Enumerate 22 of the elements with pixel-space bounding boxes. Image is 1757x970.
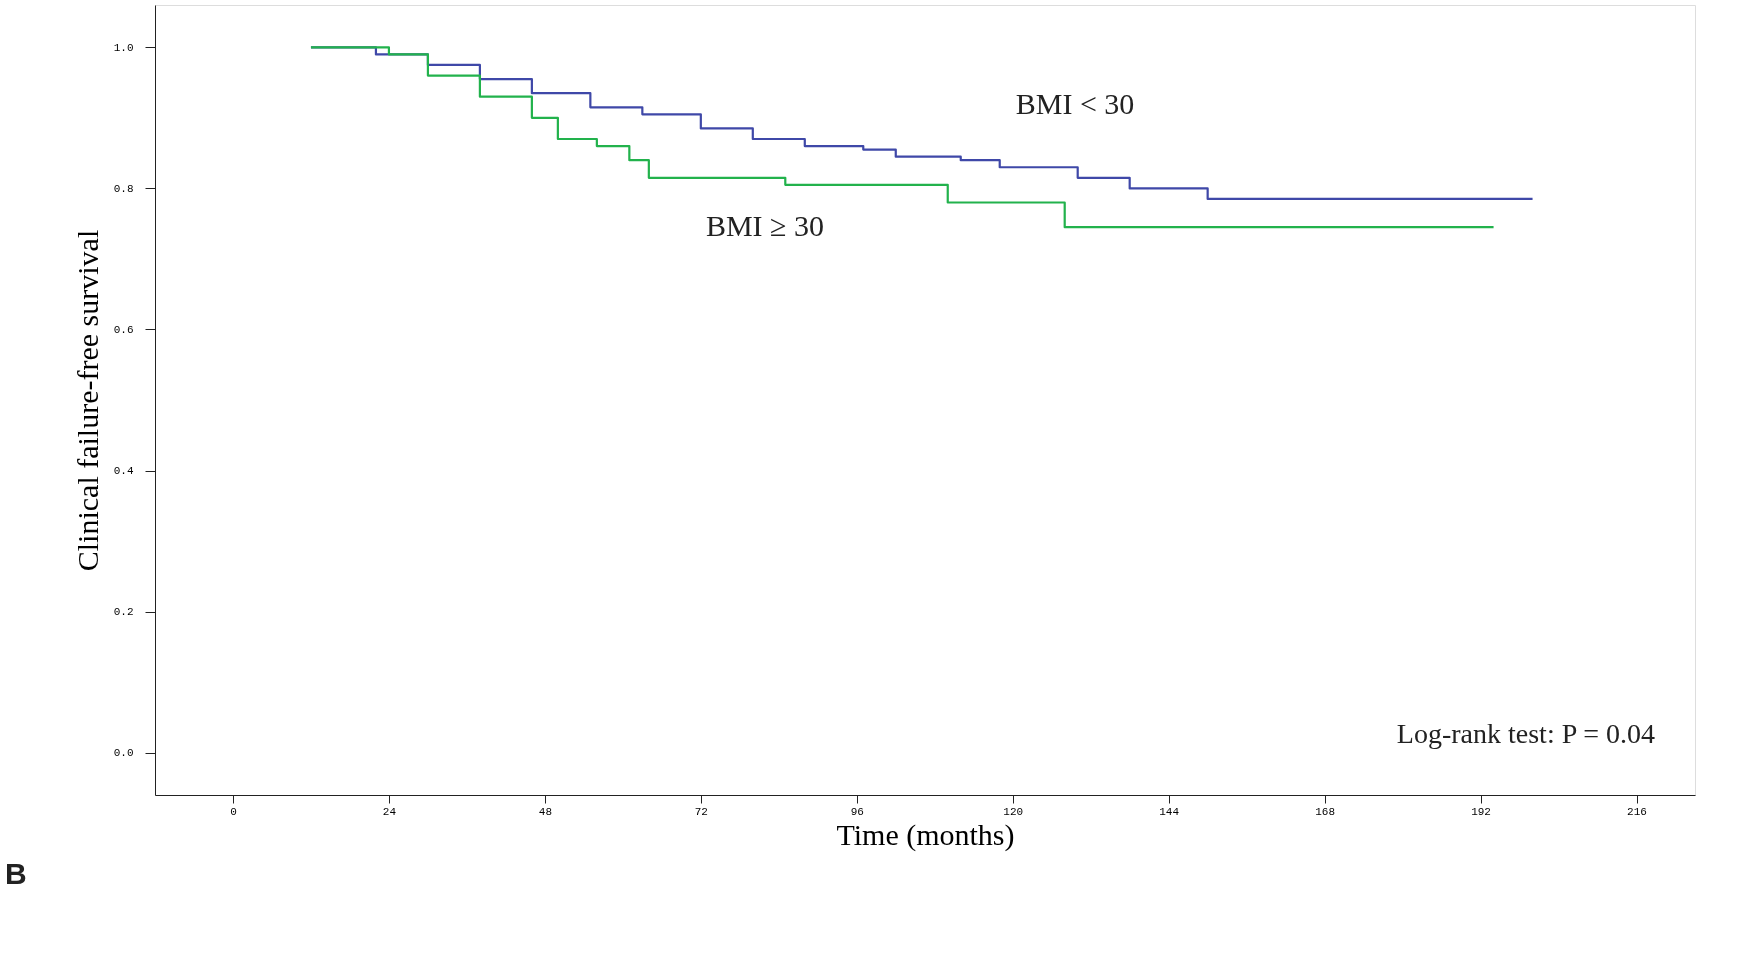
series-label: BMI < 30	[1015, 87, 1135, 120]
annotation: Log-rank test: P = 0.04	[1396, 718, 1655, 749]
y-tick-label: 0.6	[113, 323, 134, 336]
x-tick-label: 24	[382, 805, 397, 818]
series-label: BMI ≥ 30	[705, 209, 825, 242]
y-tick-label: 1.0	[113, 41, 134, 54]
x-tick-label: 144	[1159, 805, 1180, 818]
x-tick-label: 168	[1315, 805, 1336, 818]
x-axis-title: Time (months)	[836, 817, 1015, 852]
text: B	[5, 857, 27, 890]
y-tick-label: 0.2	[113, 606, 134, 619]
y-tick-label: 0.8	[113, 182, 134, 195]
x-tick-label: 96	[850, 805, 864, 818]
y-axis-title: Clinical failure-free survival	[70, 229, 104, 572]
x-tick-label: 192	[1471, 805, 1491, 818]
x-tick-label: 0	[230, 805, 237, 818]
x-tick-label: 120	[1003, 805, 1024, 818]
y-tick-label: 0.4	[113, 465, 134, 478]
x-tick-label: 72	[694, 805, 708, 818]
y-tick-label: 0.0	[113, 747, 134, 760]
x-tick-label: 216	[1627, 805, 1647, 818]
x-tick-label: 48	[538, 805, 552, 818]
